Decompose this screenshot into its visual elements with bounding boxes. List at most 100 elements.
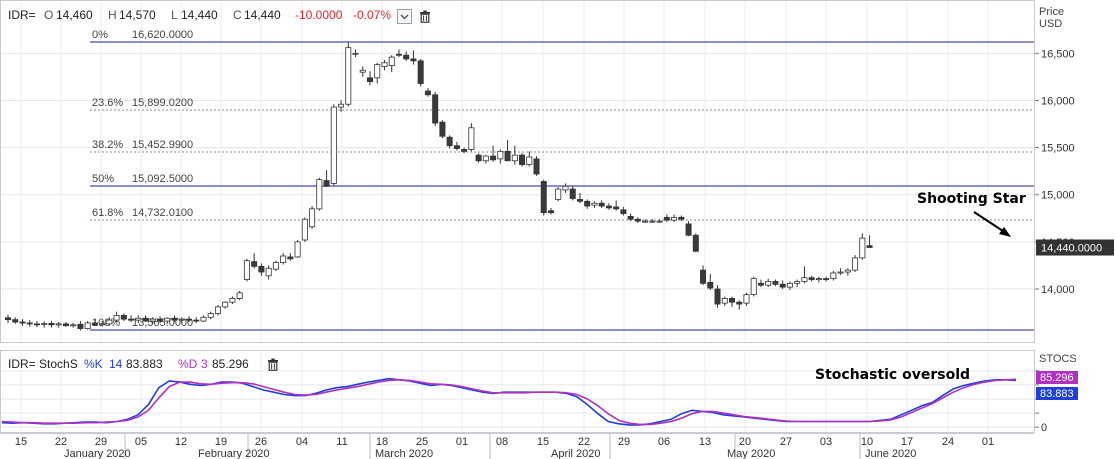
stoch-d-badge xyxy=(1036,371,1078,384)
candle-body xyxy=(562,185,569,191)
candle-body xyxy=(852,257,859,271)
time-tick-label: 10 xyxy=(861,436,873,448)
candle xyxy=(330,104,337,186)
candle-body xyxy=(120,314,127,320)
fib-label: 61.8% xyxy=(92,207,123,219)
candle-body xyxy=(671,216,678,221)
candle xyxy=(656,219,663,224)
price-tick-label: 14,000 xyxy=(1041,284,1075,296)
candle xyxy=(323,170,330,188)
high-value: 14,570 xyxy=(119,8,156,22)
candle-body xyxy=(772,281,779,285)
candle-body xyxy=(128,318,135,321)
candle xyxy=(642,219,649,224)
candle-body xyxy=(576,199,583,202)
candle xyxy=(504,140,511,162)
time-tick-label: 04 xyxy=(296,436,308,448)
candle-body xyxy=(569,188,576,199)
candle xyxy=(757,279,764,288)
candle-body xyxy=(453,145,460,149)
fib-value: 15,899.0200 xyxy=(132,97,193,109)
candle xyxy=(135,315,142,323)
candle xyxy=(120,313,127,322)
candle-body xyxy=(395,53,402,56)
stoch-k-label: %K xyxy=(84,357,103,371)
candle xyxy=(765,278,772,288)
candle-body xyxy=(555,188,562,200)
candle-body xyxy=(309,208,316,228)
candle-body xyxy=(613,206,620,210)
candle xyxy=(671,214,678,223)
candle xyxy=(309,206,316,229)
candle-body xyxy=(338,103,345,108)
candle xyxy=(584,199,591,209)
candle xyxy=(222,301,229,309)
month-label: February 2020 xyxy=(198,448,270,459)
candle xyxy=(5,314,11,323)
candle-body xyxy=(446,136,453,147)
time-tick-label: 01 xyxy=(456,436,468,448)
candle xyxy=(663,214,670,223)
candle-body xyxy=(316,179,323,210)
candle xyxy=(251,253,258,269)
candle-body xyxy=(33,323,40,326)
candle-body xyxy=(729,298,736,303)
candle xyxy=(801,266,808,284)
candle xyxy=(750,276,757,297)
candle xyxy=(562,183,569,193)
candle-body xyxy=(374,64,381,79)
candle xyxy=(605,203,612,210)
time-tick-label: 26 xyxy=(255,436,267,448)
time-tick-label: 12 xyxy=(175,436,187,448)
candle-body xyxy=(135,317,142,321)
price-tick-label: 16,500 xyxy=(1041,48,1075,60)
candle-body xyxy=(721,298,728,304)
candle xyxy=(692,233,699,253)
fib-value: 16,620.0000 xyxy=(132,29,193,41)
candle-body xyxy=(214,306,221,314)
candle xyxy=(569,186,576,201)
candle xyxy=(548,207,555,215)
candle-body xyxy=(388,56,395,66)
candle-body xyxy=(663,216,670,221)
time-tick-label: 08 xyxy=(496,436,508,448)
stoch-d-badge-label: 85.296 xyxy=(1040,372,1074,384)
chevron-down-icon[interactable] xyxy=(397,9,412,24)
close-label: C xyxy=(233,8,242,22)
candle xyxy=(852,255,859,273)
candle-body xyxy=(280,255,287,263)
candle-body xyxy=(482,155,489,162)
candle-body xyxy=(526,156,533,165)
candle-body xyxy=(99,323,106,326)
candle-body xyxy=(345,47,352,105)
candle-body xyxy=(164,317,171,322)
candle xyxy=(200,315,207,322)
candle-body xyxy=(359,69,366,73)
candle xyxy=(685,221,692,237)
time-axis: 15 22 29 05 12 19 26 04 11 18 25 01 08 15 22 29 06 13 20 27… xyxy=(0,433,1034,459)
stoch-k-badge xyxy=(1036,387,1078,400)
candle xyxy=(149,317,156,324)
candle-body xyxy=(149,318,156,322)
candle xyxy=(453,141,460,151)
candle-body xyxy=(779,283,786,288)
candle xyxy=(598,200,605,208)
candle-body xyxy=(251,261,258,267)
candle-body xyxy=(265,267,272,277)
trash-icon[interactable] xyxy=(418,9,432,24)
candle xyxy=(55,321,62,328)
candle xyxy=(815,276,822,283)
candle xyxy=(164,317,171,324)
time-tick-label: 25 xyxy=(416,436,428,448)
candle-body xyxy=(381,62,388,67)
candle-body xyxy=(605,205,612,209)
trash-icon[interactable] xyxy=(266,357,280,372)
candle-body xyxy=(439,121,446,137)
candle xyxy=(381,59,388,71)
time-tick-label: 29 xyxy=(618,436,630,448)
price-axis-title: Price xyxy=(1039,6,1065,18)
candle-body xyxy=(417,60,424,84)
time-tick-label: 27 xyxy=(780,436,792,448)
candle xyxy=(99,321,106,327)
candlesticks xyxy=(5,42,873,331)
